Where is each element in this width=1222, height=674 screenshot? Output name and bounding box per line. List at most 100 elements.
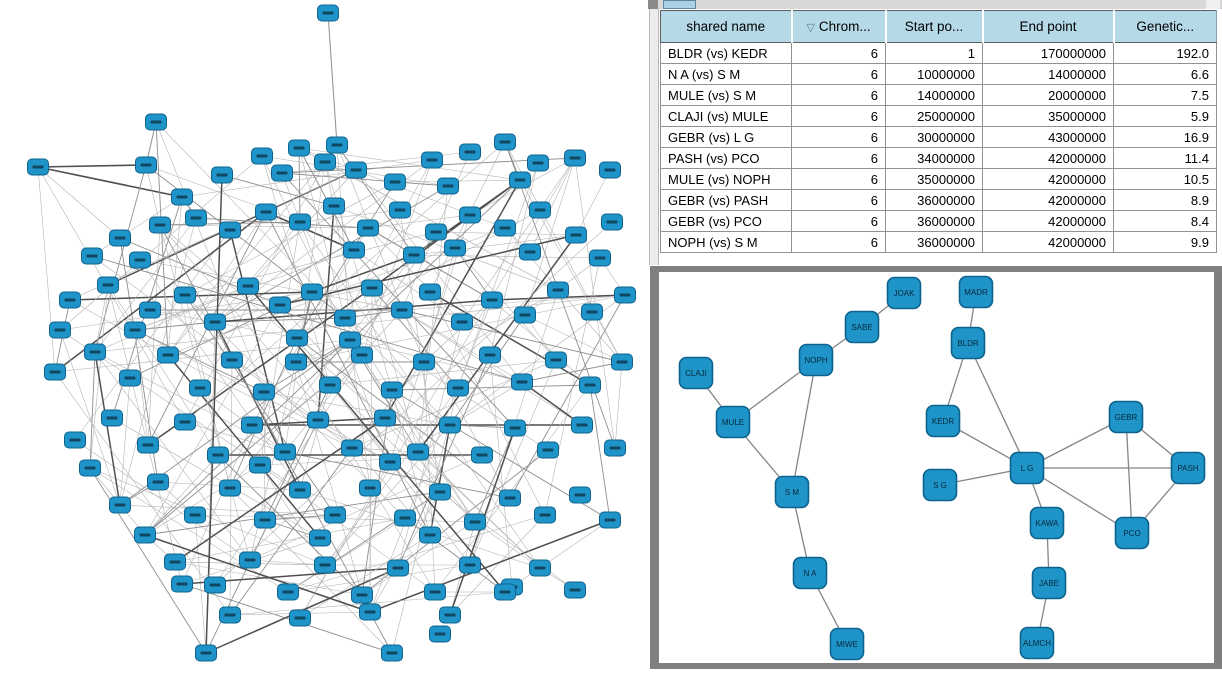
network-node[interactable]: [254, 511, 276, 529]
network-node[interactable]: [403, 246, 425, 264]
network-node[interactable]: [301, 283, 323, 301]
network-node[interactable]: [481, 291, 503, 309]
network-node[interactable]: [174, 413, 196, 431]
network-node[interactable]: [27, 158, 49, 176]
network-node[interactable]: [211, 166, 233, 184]
network-node[interactable]: [351, 346, 373, 364]
network-node[interactable]: [494, 583, 516, 601]
network-node[interactable]: [444, 239, 466, 257]
network-node[interactable]: [601, 213, 623, 231]
network-node[interactable]: [425, 223, 447, 241]
network-node[interactable]: [239, 551, 261, 569]
network-node[interactable]: [145, 113, 167, 131]
column-header-4[interactable]: Genetic...: [1112, 10, 1217, 43]
network-node[interactable]: [589, 249, 611, 267]
network-node[interactable]: [565, 226, 587, 244]
network-node[interactable]: [499, 489, 521, 507]
network-node[interactable]: [357, 219, 379, 237]
network-node[interactable]: [569, 486, 591, 504]
network-node[interactable]: [361, 279, 383, 297]
network-node[interactable]: [564, 581, 586, 599]
network-node[interactable]: [274, 443, 296, 461]
network-node[interactable]: [269, 296, 291, 314]
network-node-NOPH[interactable]: NOPH: [798, 343, 834, 377]
network-node[interactable]: [255, 203, 277, 221]
network-node-PASH[interactable]: PASH: [1170, 451, 1206, 485]
network-node[interactable]: [323, 197, 345, 215]
network-node[interactable]: [171, 188, 193, 206]
sub-network-panel[interactable]: JOAK MADR SABE BLDR NOPH CLAJI KEDR GEBR MULE L G…: [650, 266, 1222, 669]
network-node[interactable]: [384, 173, 406, 191]
network-node[interactable]: [289, 481, 311, 499]
network-node[interactable]: [419, 526, 441, 544]
network-node[interactable]: [204, 313, 226, 331]
network-node[interactable]: [439, 416, 461, 434]
network-node[interactable]: [326, 136, 348, 154]
table-row[interactable]: GEBR (vs) L G 6 30000000 43000000 16.9: [660, 126, 1217, 148]
network-node[interactable]: [219, 606, 241, 624]
network-node[interactable]: [581, 303, 603, 321]
network-node[interactable]: [59, 291, 81, 309]
network-node[interactable]: [185, 209, 207, 227]
network-node[interactable]: [479, 346, 501, 364]
network-node-KAWA[interactable]: KAWA: [1029, 506, 1065, 540]
network-node[interactable]: [374, 409, 396, 427]
network-node[interactable]: [64, 431, 86, 449]
table-row[interactable]: GEBR (vs) PASH 6 36000000 42000000 8.9: [660, 189, 1217, 211]
network-node[interactable]: [251, 147, 273, 165]
network-node[interactable]: [599, 161, 621, 179]
network-node[interactable]: [359, 603, 381, 621]
network-node[interactable]: [219, 479, 241, 497]
network-node[interactable]: [81, 247, 103, 265]
network-node[interactable]: [614, 286, 636, 304]
network-node[interactable]: [317, 4, 339, 22]
network-node-KEDR[interactable]: KEDR: [925, 404, 961, 438]
network-node[interactable]: [49, 321, 71, 339]
network-node[interactable]: [286, 329, 308, 347]
table-row[interactable]: CLAJI (vs) MULE 6 25000000 35000000 5.9: [660, 105, 1217, 127]
network-node[interactable]: [564, 149, 586, 167]
network-node[interactable]: [307, 411, 329, 429]
network-node[interactable]: [571, 416, 593, 434]
network-node[interactable]: [129, 251, 151, 269]
network-node[interactable]: [599, 511, 621, 529]
network-node-ALMCH[interactable]: ALMCH: [1019, 626, 1055, 660]
network-node[interactable]: [139, 301, 161, 319]
network-node[interactable]: [509, 171, 531, 189]
network-node[interactable]: [207, 446, 229, 464]
network-node[interactable]: [343, 241, 365, 259]
network-node[interactable]: [394, 509, 416, 527]
column-header-2[interactable]: Start po...: [884, 10, 983, 43]
network-node[interactable]: [359, 479, 381, 497]
network-node[interactable]: [529, 559, 551, 577]
network-node[interactable]: [345, 161, 367, 179]
network-node[interactable]: [429, 483, 451, 501]
network-node[interactable]: [253, 383, 275, 401]
column-header-0[interactable]: shared name: [660, 10, 792, 43]
column-header-1[interactable]: ▽ Chrom...: [790, 10, 886, 43]
network-node[interactable]: [545, 351, 567, 369]
network-node[interactable]: [514, 306, 536, 324]
table-row[interactable]: BLDR (vs) KEDR 6 1 170000000 192.0: [660, 42, 1217, 64]
filter-icon[interactable]: ▽: [806, 22, 815, 34]
network-node-SABE[interactable]: SABE: [844, 310, 880, 344]
network-node[interactable]: [504, 419, 526, 437]
network-node[interactable]: [451, 313, 473, 331]
network-node[interactable]: [519, 243, 541, 261]
network-node[interactable]: [459, 556, 481, 574]
network-node-GEBR[interactable]: GEBR: [1108, 400, 1144, 434]
network-node[interactable]: [391, 301, 413, 319]
network-node[interactable]: [429, 625, 451, 643]
network-node[interactable]: [314, 556, 336, 574]
network-node[interactable]: [109, 229, 131, 247]
network-node[interactable]: [184, 506, 206, 524]
network-node[interactable]: [249, 456, 271, 474]
table-row[interactable]: GEBR (vs) PCO 6 36000000 42000000 8.4: [660, 210, 1217, 232]
network-node[interactable]: [189, 379, 211, 397]
network-node[interactable]: [44, 363, 66, 381]
network-node-JOAK[interactable]: JOAK: [886, 276, 922, 310]
network-node[interactable]: [204, 576, 226, 594]
network-node[interactable]: [527, 154, 549, 172]
table-row[interactable]: PASH (vs) PCO 6 34000000 42000000 11.4: [660, 147, 1217, 169]
network-node[interactable]: [494, 133, 516, 151]
